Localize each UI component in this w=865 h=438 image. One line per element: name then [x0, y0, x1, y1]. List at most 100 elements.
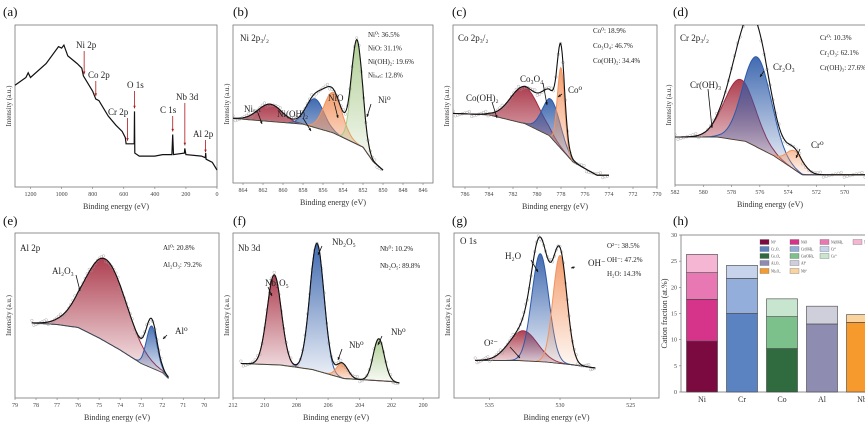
component-area [675, 79, 865, 175]
data-point [328, 87, 332, 91]
legend-label: Ni(OH)₂ [831, 241, 844, 245]
x-tick-label: Ni [698, 395, 707, 404]
data-point [453, 109, 455, 113]
x-tick-label: 850 [379, 188, 388, 194]
bar-segment [806, 305, 838, 325]
x-tick-label: 848 [399, 188, 408, 194]
y-axis-title: Intensity (a.u.) [5, 294, 13, 336]
peak-label: Cr(OH)₃ [690, 80, 721, 90]
fraction-text: Cr(OH)₃: 27.6% [820, 64, 865, 72]
data-point [61, 315, 65, 319]
x-tick-label: 200 [181, 192, 190, 198]
legend-swatch [819, 239, 830, 245]
arrow-head-icon [795, 155, 799, 158]
data-point [500, 351, 504, 355]
x-tick-label: Al [818, 395, 827, 404]
y-tick-label: 10 [671, 338, 677, 344]
x-tick-label: 72 [159, 403, 165, 409]
x-tick-label: 0 [216, 192, 219, 198]
legend-swatch [789, 260, 800, 266]
panel-d-xps: (d) Binding energy (eV) Intensity (a.u.) 58… [665, 4, 865, 209]
fraction-text: NiO: 31.1% [368, 45, 402, 53]
panel-e-xps: (e) Binding energy (eV) Intensity (a.u.) 79… [3, 213, 220, 422]
envelope-line [675, 25, 865, 176]
data-point [486, 114, 490, 118]
data-point [519, 88, 523, 92]
data-point [498, 348, 502, 352]
plot-frame [14, 24, 218, 188]
y-axis-title: Intensity (a.u.) [223, 294, 231, 336]
x-axis-title: Binding energy (eV) [300, 198, 366, 207]
arrow-head-icon [336, 115, 339, 118]
data-point [291, 364, 295, 368]
bar-segment [726, 313, 758, 393]
data-point [332, 361, 336, 365]
bar-segment [766, 348, 798, 393]
x-tick-label: 535 [485, 403, 494, 409]
fraction-text: Ni(OH)₂: 19.6% [368, 58, 414, 66]
data-point [745, 17, 748, 20]
x-tick-label: 78 [33, 403, 39, 409]
legend-swatch [759, 268, 770, 274]
x-tick-label: 530 [556, 403, 565, 409]
component-area [233, 98, 383, 171]
arrow-head-icon [171, 128, 175, 132]
x-tick-label: 75 [96, 403, 102, 409]
annotation-arrow [491, 101, 498, 119]
peak-label: Ni⁰ [378, 95, 391, 105]
panel-label: (d) [673, 4, 688, 19]
survey-line [14, 43, 218, 171]
x-tick-label: 862 [259, 188, 268, 194]
data-point [355, 375, 359, 379]
arrow-head-icon [82, 71, 86, 75]
data-point [842, 175, 846, 179]
data-point [104, 260, 108, 264]
data-point [818, 170, 822, 174]
x-tick-label: 212 [229, 403, 238, 409]
peak-label: OH⁻ [588, 258, 606, 268]
spectrum-title: Ni 2p₃/₂ [240, 33, 269, 43]
data-point [339, 358, 343, 362]
legend-label: NiO [801, 241, 808, 245]
data-point [589, 368, 593, 372]
arrow-head-icon [710, 125, 714, 128]
arrow-head-icon [377, 342, 381, 345]
data-point [751, 12, 754, 15]
x-tick-label: 780 [533, 192, 542, 198]
data-point [315, 241, 319, 245]
component-area [240, 274, 400, 383]
fraction-text: Al₂O₃: 79.2% [163, 261, 202, 269]
spectrum-title: Cr 2p₃/₂ [680, 33, 709, 43]
x-tick-label: 574 [784, 190, 793, 196]
legend-label: Cr⁰ [831, 248, 837, 252]
data-point [754, 16, 757, 19]
data-point [294, 114, 298, 118]
peak-label: Al₂O₃ [52, 266, 74, 276]
data-point [500, 103, 504, 107]
x-tick-label: 74 [117, 403, 123, 409]
x-tick-label: 786 [461, 192, 470, 198]
data-point [484, 109, 488, 113]
background-line [475, 360, 596, 369]
data-point [836, 171, 840, 175]
plot-frame [232, 24, 434, 184]
arrow-head-icon [558, 94, 561, 97]
data-point [287, 116, 291, 120]
peak-label: Nb₂O₅ [265, 278, 289, 288]
component-area [233, 104, 383, 171]
x-tick-label: 210 [260, 403, 269, 409]
data-point [67, 306, 71, 310]
data-point [473, 356, 477, 360]
peak-label: Cr⁰ [811, 140, 824, 150]
arrow-head-icon [366, 114, 370, 117]
peak-label: O 1s [127, 80, 144, 90]
legend-label: Cr(OH)₃ [801, 248, 814, 252]
legend-swatch [852, 239, 863, 245]
legend-swatch [789, 246, 800, 252]
y-axis-title: Intensity (a.u.) [5, 85, 13, 127]
x-tick-label: 576 [755, 190, 764, 196]
fraction-text: Ni⁰: 36.5% [368, 31, 400, 39]
data-point [845, 174, 849, 178]
arrow-head-icon [94, 93, 98, 97]
data-point [30, 318, 34, 322]
